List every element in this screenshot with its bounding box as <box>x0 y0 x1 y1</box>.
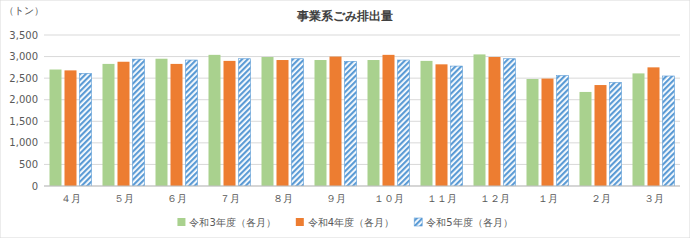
bar <box>633 73 645 186</box>
bar <box>504 59 516 186</box>
bar <box>156 59 168 186</box>
bar <box>239 59 251 186</box>
y-tick-label: 1,500 <box>9 116 38 127</box>
x-tick-label: ５月 <box>114 193 134 204</box>
bars <box>50 54 675 186</box>
bar <box>663 76 675 186</box>
bar <box>383 55 395 186</box>
bar <box>580 92 592 186</box>
x-tick-label: １２月 <box>480 193 510 204</box>
x-tick-label: ８月 <box>273 193 293 204</box>
background <box>0 0 690 238</box>
legend-label: 令和4年度（各月） <box>308 217 394 228</box>
bar <box>186 60 198 186</box>
x-tick-label: ４月 <box>61 193 81 204</box>
bar <box>398 60 410 186</box>
y-tick-label: 3,000 <box>9 51 38 62</box>
bar <box>50 70 62 186</box>
grid-line <box>44 35 680 36</box>
bar <box>330 57 342 186</box>
chart: 事業系ごみ排出量 （トン） 0 500 1,000 1,500 2,000 2,500 3,00… <box>0 0 690 238</box>
y-tick-label: 0 <box>32 181 38 192</box>
x-tick-label: ３月 <box>644 193 664 204</box>
bar <box>292 59 304 186</box>
x-tick-label: １０月 <box>374 193 404 204</box>
bar <box>451 66 463 186</box>
bar <box>557 76 569 186</box>
bar <box>648 67 660 186</box>
bar <box>277 60 289 186</box>
legend-swatch <box>414 218 422 226</box>
bar <box>368 60 380 186</box>
y-axis-label: （トン） <box>4 5 44 16</box>
bar <box>80 73 92 186</box>
y-tick-label: 2,500 <box>9 73 38 84</box>
x-tick-label: ７月 <box>220 193 240 204</box>
legend-label: 令和3年度（各月） <box>189 217 275 228</box>
bar <box>224 61 236 186</box>
x-tick-label: ９月 <box>326 193 346 204</box>
bar <box>436 64 448 186</box>
grid-line <box>44 186 680 187</box>
bar <box>421 61 433 186</box>
bar <box>103 64 115 186</box>
bar <box>595 85 607 186</box>
y-tick-label: 1,000 <box>9 137 38 148</box>
bar <box>542 79 554 186</box>
bar <box>209 55 221 186</box>
legend-label: 令和5年度（各月） <box>426 217 512 228</box>
legend-swatch <box>177 218 185 226</box>
bar <box>474 54 486 186</box>
y-tick-label: 3,500 <box>9 30 38 41</box>
legend-swatch <box>296 218 304 226</box>
bar <box>489 57 501 186</box>
bar <box>118 62 130 186</box>
bar <box>610 82 622 186</box>
bar <box>171 64 183 186</box>
y-tick-label: 500 <box>19 159 38 170</box>
x-tick-label: １１月 <box>427 193 457 204</box>
bar <box>345 61 357 186</box>
bar <box>262 57 274 186</box>
legend: 令和3年度（各月） 令和4年度（各月） 令和5年度（各月） <box>177 217 512 228</box>
title: 事業系ごみ排出量 <box>296 9 393 23</box>
bar <box>527 79 539 186</box>
bar <box>133 59 145 186</box>
x-tick-label: ２月 <box>591 193 611 204</box>
x-tick-label: １月 <box>538 193 558 204</box>
x-axis <box>44 186 680 187</box>
bar <box>315 60 327 186</box>
bar <box>65 70 77 186</box>
y-tick-label: 2,000 <box>9 94 38 105</box>
grid-line <box>44 56 680 57</box>
x-tick-label: ６月 <box>167 193 187 204</box>
